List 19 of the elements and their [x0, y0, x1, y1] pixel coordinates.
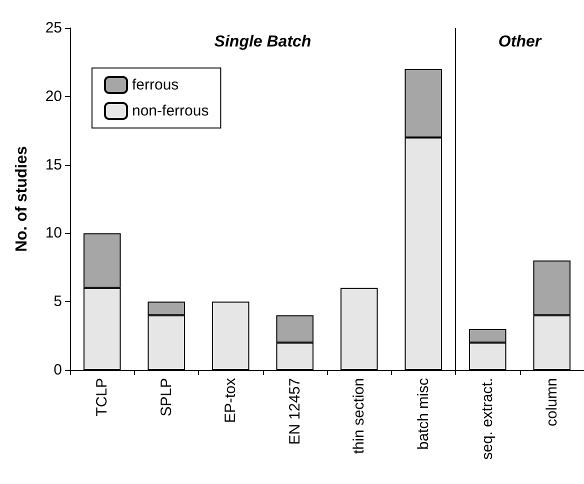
y-tick-label: 20	[45, 88, 62, 105]
annotation: Other	[498, 34, 542, 50]
x-tick-label: TCLP	[94, 378, 111, 416]
legend-label: ferrous	[132, 76, 179, 94]
legend-label: non-ferrous	[132, 102, 209, 120]
x-tick-label: SPLP	[158, 378, 175, 416]
annotation: Single Batch	[214, 34, 312, 50]
x-tick-label: EN 12457	[286, 378, 304, 445]
x-tick-label: batch misc	[414, 378, 432, 450]
y-tick-label: 10	[45, 224, 62, 242]
y-tick-label: 25	[45, 20, 62, 36]
x-tick-label: column	[543, 378, 560, 426]
x-tick-label: EP-tox	[222, 378, 240, 424]
y-tick-label: 0	[54, 362, 62, 378]
y-tick-label: 5	[54, 293, 62, 310]
y-axis-title: No. of studies	[14, 146, 30, 252]
x-tick-label: seq. extract.	[479, 378, 496, 460]
x-tick-label: thin section	[350, 378, 368, 454]
y-tick-label: 15	[45, 156, 62, 174]
